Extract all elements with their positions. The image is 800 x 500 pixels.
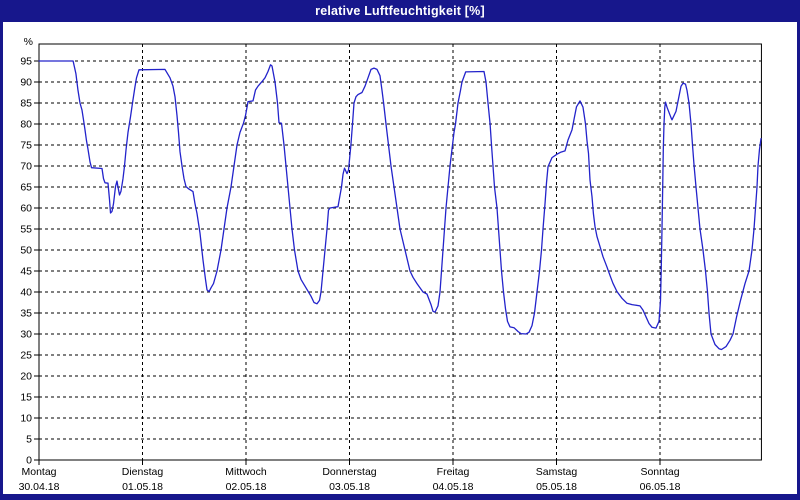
y-tick-label: 80 [20, 119, 32, 131]
x-date-label: 01.05.18 [122, 481, 163, 493]
y-tick-label: 85 [20, 98, 32, 110]
y-tick-label: 40 [20, 287, 32, 299]
x-date-label: 03.05.18 [329, 481, 370, 493]
y-tick-label: 35 [20, 308, 32, 320]
humidity-line [38, 60, 762, 351]
y-tick-label: 5 [26, 434, 32, 446]
x-day-label: Montag [21, 466, 56, 478]
x-day-label: Sonntag [640, 466, 679, 478]
plot-frame [38, 43, 762, 461]
x-date-label: 05.05.18 [536, 481, 577, 493]
y-tick-label: 55 [20, 224, 32, 236]
x-day-label: Donnerstag [322, 466, 376, 478]
y-tick-label: 25 [20, 350, 32, 362]
y-tick-label: 65 [20, 182, 32, 194]
y-tick-label: 95 [20, 56, 32, 68]
x-date-label: 06.05.18 [640, 481, 681, 493]
window-left-border [0, 22, 3, 494]
y-tick-label: 20 [20, 371, 32, 383]
y-tick-label: 70 [20, 161, 32, 173]
y-tick-label: 30 [20, 329, 32, 341]
title-bar[interactable]: relative Luftfeuchtigkeit [%] [0, 0, 800, 22]
x-date-label: 30.04.18 [19, 481, 60, 493]
y-tick-label: 90 [20, 77, 32, 89]
x-date-label: 04.05.18 [433, 481, 474, 493]
y-tick-label: 10 [20, 413, 32, 425]
y-tick-label: 50 [20, 245, 32, 257]
y-tick-label: 15 [20, 392, 32, 404]
window-right-border [797, 22, 800, 494]
y-tick-label: 60 [20, 203, 32, 215]
y-tick-label: 0 [26, 455, 32, 467]
x-date-label: 02.05.18 [226, 481, 267, 493]
x-day-label: Dienstag [122, 466, 164, 478]
y-tick-label: 75 [20, 140, 32, 152]
x-day-label: Samstag [536, 466, 578, 478]
window-bottom-border [0, 494, 800, 500]
window-title: relative Luftfeuchtigkeit [%] [315, 4, 485, 18]
x-day-label: Mittwoch [225, 466, 267, 478]
y-axis-unit-label: % [24, 36, 33, 48]
y-tick-label: 45 [20, 266, 32, 278]
x-day-label: Freitag [437, 466, 470, 478]
